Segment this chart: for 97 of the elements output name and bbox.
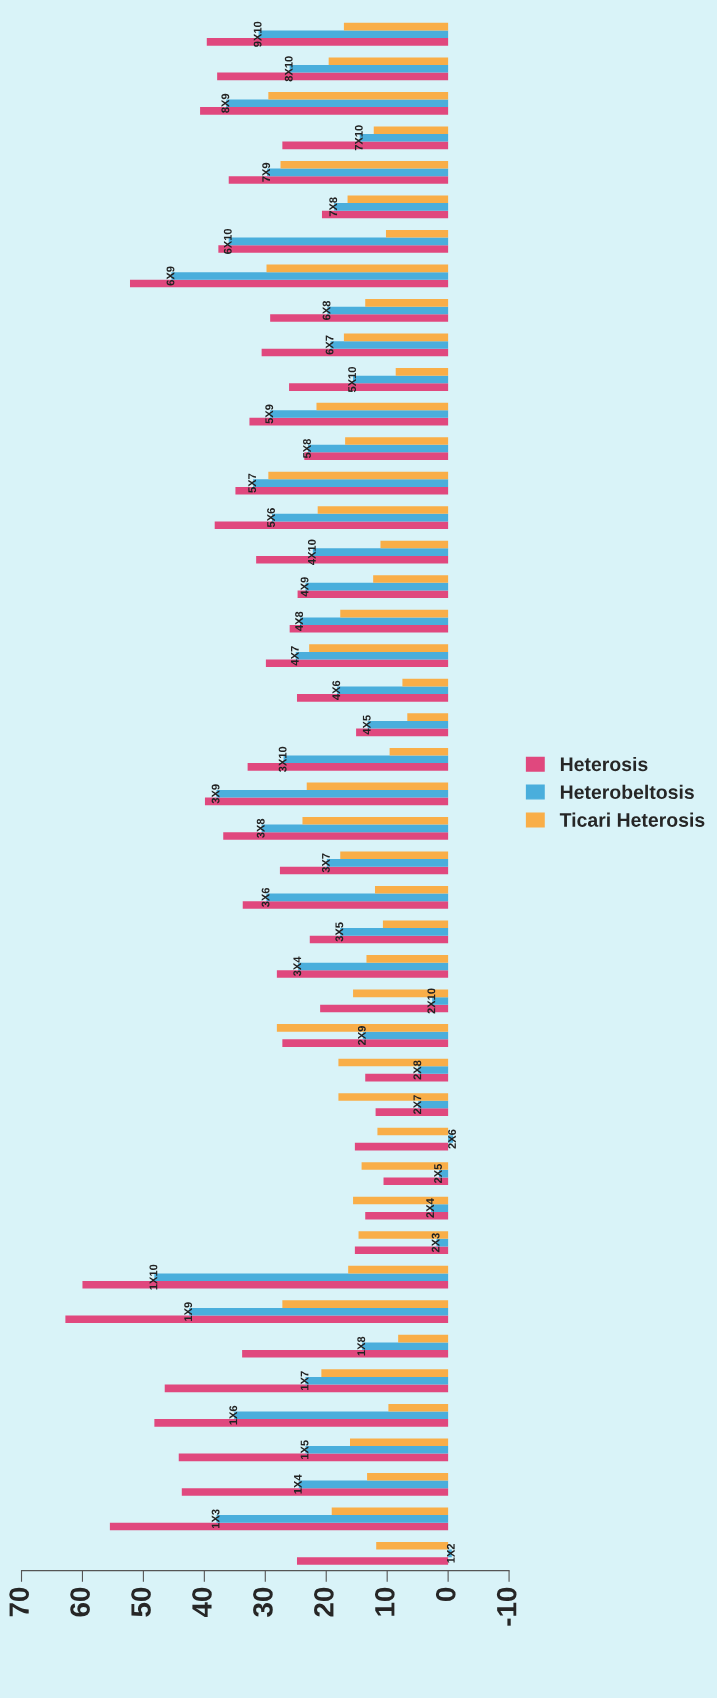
y-tick-label: 1X10: [149, 1264, 158, 1290]
bar: [373, 126, 449, 135]
y-tick-label: 1X7: [300, 1371, 309, 1390]
y-tick-label: 6X8: [322, 300, 331, 320]
bar: [282, 1300, 449, 1308]
y-tick-label: 4X10: [307, 539, 316, 565]
y-tick-label: 5X10: [348, 366, 357, 393]
bar: [340, 851, 449, 860]
bar: [280, 160, 449, 169]
y-tick-label: 1X8: [357, 1336, 366, 1356]
bar: [306, 782, 449, 791]
y-tick-label: 5X9: [265, 404, 274, 424]
y-tick-label: 4X6: [332, 680, 341, 700]
legend-label: Heterosis: [560, 756, 648, 772]
x-tick-label: 30: [253, 1587, 273, 1617]
legend-label: Ticari Heterosis: [559, 812, 705, 827]
y-tick-label: 1X9: [184, 1302, 193, 1321]
y-tick-label: 1X5: [300, 1440, 309, 1459]
y-tick-label: 2X9: [357, 1026, 366, 1045]
bar: [331, 1507, 449, 1516]
x-tick-label: 0: [435, 1587, 456, 1601]
y-tick-label: 4X5: [362, 715, 371, 735]
bar: [268, 91, 449, 100]
bar: [373, 575, 449, 583]
y-tick-label: 2X10: [427, 988, 436, 1014]
bar: [348, 1265, 449, 1274]
bar: [374, 886, 449, 894]
bar: [343, 333, 449, 342]
bar: [321, 1369, 449, 1377]
bar: [328, 57, 449, 65]
y-tick-label: 5X6: [267, 508, 275, 528]
y-tick-label: 3X10: [278, 746, 287, 773]
y-tick-label: 1X2: [446, 1543, 455, 1563]
y-tick-label: 2X4: [426, 1198, 434, 1218]
y-tick-label: 8X9: [221, 93, 230, 113]
bar: [366, 955, 449, 963]
x-tick-label: 60: [70, 1587, 90, 1617]
y-tick-label: 6X10: [223, 228, 232, 254]
y-tick-label: 2X5: [434, 1164, 442, 1184]
y-tick-label: 6X9: [166, 266, 175, 286]
bar: [382, 920, 449, 929]
y-tick-label: 4X9: [300, 577, 309, 597]
y-tick-label: 4X7: [290, 646, 299, 666]
bar: [296, 1557, 449, 1565]
bar: [354, 1142, 449, 1151]
y-tick-label: 3X5: [335, 922, 344, 942]
x-tick-label: 10: [374, 1587, 395, 1616]
x-tick-label: 70: [9, 1587, 29, 1617]
y-tick-label: 7X8: [329, 197, 338, 217]
bar: [385, 230, 449, 238]
bar: [268, 471, 449, 480]
bar: [367, 1472, 449, 1481]
x-tick-label: 40: [192, 1587, 212, 1618]
x-tick-label: -10: [496, 1587, 517, 1626]
bar: [398, 1334, 449, 1343]
bar: [377, 1127, 449, 1136]
bar: [395, 368, 449, 376]
bar: [350, 1438, 449, 1447]
bar: [376, 1541, 449, 1550]
bar: [347, 195, 449, 204]
bar: [309, 644, 449, 652]
y-tick-label: 3X9: [211, 784, 220, 804]
bar: [340, 609, 449, 618]
y-tick-label: 3X7: [321, 853, 330, 873]
y-tick-label: 3X6: [261, 887, 270, 908]
y-tick-label: 2X3: [431, 1233, 440, 1253]
y-tick-label: 7X10: [354, 125, 363, 151]
y-tick-label: 4X8: [295, 611, 304, 631]
x-tick-label: 50: [131, 1587, 151, 1617]
y-tick-label: 2X8: [413, 1060, 422, 1080]
bar: [380, 540, 449, 549]
y-tick-label: 6X7: [325, 335, 334, 355]
bar: [388, 1403, 449, 1412]
y-tick-label: 3X4: [293, 956, 302, 977]
x-tick-label: 20: [314, 1587, 334, 1617]
y-tick-label: 3X8: [256, 818, 265, 838]
y-tick-label: 1X4: [294, 1474, 302, 1494]
bar: [317, 506, 449, 514]
bar: [389, 747, 449, 756]
bar: [266, 264, 449, 273]
bar: [316, 402, 449, 411]
y-tick-label: 5X8: [303, 439, 311, 459]
y-tick-label: 2X6: [448, 1129, 456, 1149]
bar: [402, 678, 449, 687]
bar: [365, 299, 449, 307]
y-tick-label: 7X9: [262, 162, 271, 182]
y-tick-label: 1X6: [229, 1405, 238, 1425]
y-tick-label: 9X10: [253, 21, 262, 47]
y-tick-label: 2X7: [413, 1095, 422, 1115]
y-tick-label: 8X10: [284, 56, 293, 82]
bar: [343, 22, 449, 31]
bar: [345, 437, 449, 445]
bar: [407, 713, 449, 721]
bar: [302, 816, 449, 825]
y-tick-label: 1X3: [211, 1509, 220, 1529]
legend-label: Heterobeltosis: [560, 784, 694, 800]
y-tick-label: 5X7: [248, 473, 257, 493]
